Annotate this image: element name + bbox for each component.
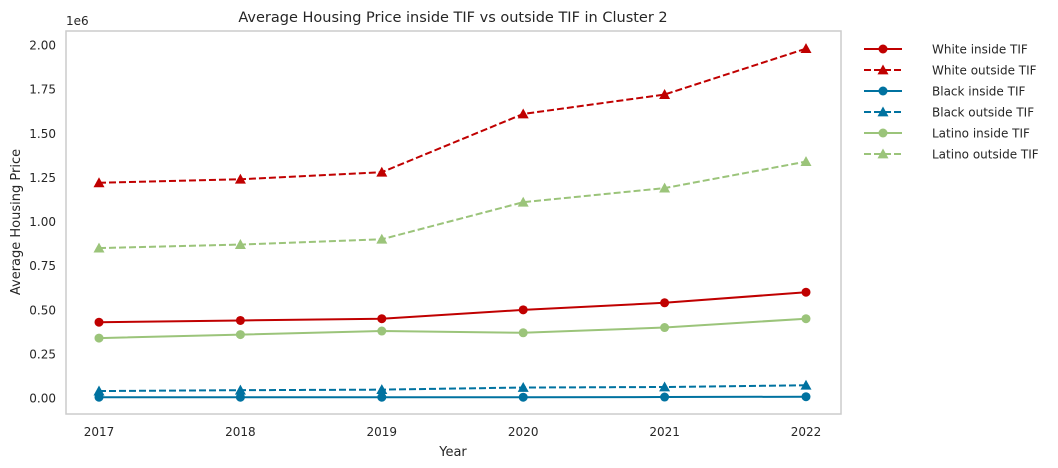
data-point [234, 239, 246, 249]
plot-area [65, 30, 842, 415]
y-tick-label: 0.25 [29, 347, 56, 361]
data-point [377, 314, 387, 324]
x-tick-labels: 2017 2018 2019 2020 2021 2022 [84, 425, 822, 439]
legend: White inside TIF White outside TIF Black i… [864, 43, 1039, 162]
series-layer [93, 43, 812, 402]
data-point [660, 323, 670, 333]
data-point [660, 298, 670, 308]
data-point [93, 177, 105, 188]
data-point [518, 305, 528, 315]
legend-item: White inside TIF [864, 43, 1028, 57]
series-line [98, 47, 807, 184]
x-tick-label: 2017 [84, 425, 115, 439]
data-point [659, 89, 671, 99]
x-tick-label: 2020 [508, 425, 539, 439]
data-point [518, 392, 528, 402]
x-tick-label: 2019 [367, 425, 398, 439]
data-point [801, 287, 811, 297]
legend-item: Latino outside TIF [864, 148, 1039, 162]
series-latino-outside-tif [93, 156, 812, 253]
data-point [801, 392, 811, 402]
series-line [98, 317, 807, 340]
data-point [660, 392, 670, 402]
legend-swatch-marker [878, 44, 888, 54]
data-point [517, 382, 529, 392]
legend-item: Black inside TIF [864, 85, 1025, 99]
chart-title: Average Housing Price inside TIF vs outs… [238, 10, 667, 26]
data-point [94, 333, 104, 343]
x-tick-label: 2018 [225, 425, 256, 439]
y-tick-label: 1.00 [29, 215, 56, 229]
y-tick-label: 0.75 [29, 259, 56, 273]
legend-label: Latino inside TIF [932, 127, 1030, 141]
legend-swatch-marker [878, 128, 888, 138]
data-point [235, 315, 245, 325]
series-line [98, 384, 807, 393]
data-point [377, 392, 387, 402]
data-point [377, 326, 387, 336]
data-point [659, 381, 671, 392]
legend-label: White inside TIF [932, 43, 1028, 57]
series-line [98, 291, 807, 324]
y-tick-label: 2.00 [29, 39, 56, 53]
legend-swatch-marker [877, 106, 889, 117]
legend-label: Latino outside TIF [932, 148, 1039, 162]
data-point [800, 43, 812, 54]
series-white-inside-tif [94, 287, 811, 327]
data-point [235, 392, 245, 402]
data-point [94, 317, 104, 327]
y-tick-label: 1.25 [29, 171, 56, 185]
data-point [376, 233, 388, 244]
y-offset-label: 1e6 [66, 14, 89, 28]
data-point [234, 384, 246, 395]
y-tick-labels: 0.00 0.25 0.50 0.75 1.00 1.25 1.50 1.75 2.00 [29, 39, 56, 406]
legend-label: Black outside TIF [932, 106, 1034, 120]
y-tick-label: 1.75 [29, 83, 56, 97]
series-latino-inside-tif [94, 314, 811, 343]
series-black-inside-tif [94, 392, 811, 402]
x-tick-label: 2021 [649, 425, 680, 439]
data-point [800, 379, 812, 390]
y-tick-label: 1.50 [29, 127, 56, 141]
legend-item: White outside TIF [864, 64, 1037, 78]
data-point [376, 166, 388, 177]
y-tick-label: 0.00 [29, 392, 56, 406]
data-point [93, 385, 105, 396]
data-point [517, 108, 529, 119]
legend-label: White outside TIF [932, 64, 1037, 78]
data-point [235, 330, 245, 340]
data-point [376, 384, 388, 395]
series-line [99, 395, 807, 399]
legend-item: Black outside TIF [864, 106, 1034, 120]
series-black-outside-tif [93, 379, 812, 396]
legend-swatch-marker [877, 148, 889, 159]
legend-label: Black inside TIF [932, 85, 1025, 99]
legend-swatch-marker [878, 86, 888, 96]
data-point [518, 328, 528, 338]
x-axis-title: Year [438, 445, 467, 460]
data-point [517, 196, 529, 207]
data-point [93, 242, 105, 253]
y-tick-label: 0.50 [29, 303, 56, 317]
data-point [659, 182, 671, 193]
data-point [801, 314, 811, 324]
x-tick-label: 2022 [791, 425, 822, 439]
legend-item: Latino inside TIF [864, 127, 1030, 141]
y-axis-title: Average Housing Price [9, 149, 24, 295]
series-line [98, 160, 807, 250]
data-point [234, 173, 246, 184]
legend-swatch-marker [877, 64, 889, 75]
series-white-outside-tif [93, 43, 812, 188]
data-point [800, 156, 812, 167]
